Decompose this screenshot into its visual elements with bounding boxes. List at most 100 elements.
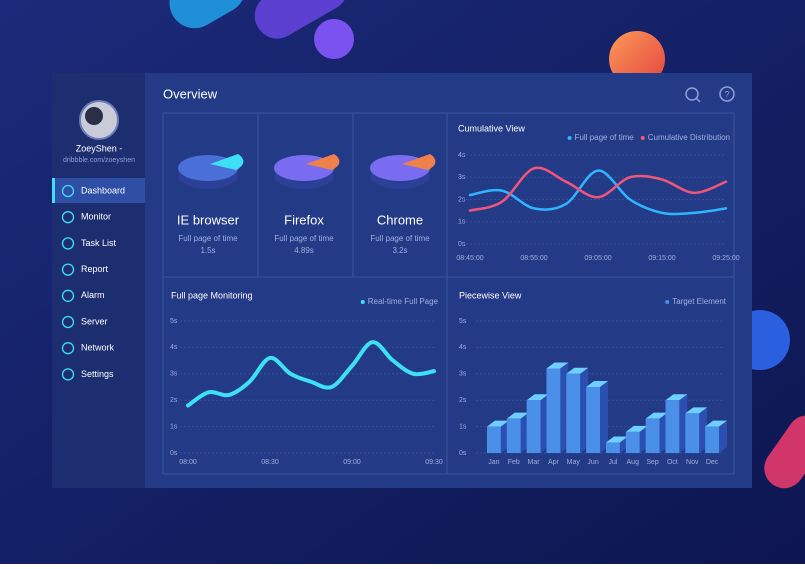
- x-tick-label: 08:00: [179, 459, 197, 466]
- y-tick-label: 1s: [458, 219, 466, 226]
- y-tick-label: 4s: [170, 344, 178, 351]
- x-tick-label: Jun: [587, 459, 598, 466]
- pie-icon-slice: [306, 154, 340, 170]
- profile-link: dribbble.com/zoeyshen: [63, 157, 135, 164]
- browser-value: 4.89s: [294, 246, 314, 255]
- y-tick-label: 2s: [170, 397, 178, 404]
- avatar-shade: [85, 107, 103, 125]
- x-tick-label: 09:05:00: [584, 255, 611, 262]
- nav-item[interactable]: Task List: [81, 238, 117, 248]
- bar: [705, 426, 720, 453]
- bar-top: [546, 362, 569, 369]
- chart-title: Cumulative View: [458, 123, 525, 133]
- nav-icon[interactable]: [61, 289, 75, 302]
- x-tick-label: Oct: [667, 459, 678, 466]
- nav-icon[interactable]: [61, 368, 75, 381]
- legend-swatch: [640, 136, 645, 140]
- x-tick-label: Jan: [488, 459, 499, 466]
- y-tick-label: 2s: [459, 397, 467, 404]
- bar: [645, 418, 660, 453]
- card-borders: [162, 112, 735, 475]
- bar-top: [605, 436, 628, 443]
- line: [468, 169, 728, 216]
- deco: [314, 19, 354, 59]
- bar: [685, 413, 700, 453]
- nav-item[interactable]: Server: [81, 316, 108, 326]
- legend-swatch: [567, 136, 572, 140]
- chart-title: Piecewise View: [459, 290, 522, 300]
- help-icon-mark[interactable]: ?: [724, 89, 729, 99]
- nav-item[interactable]: Monitor: [81, 212, 111, 222]
- page-title: Overview: [163, 86, 218, 101]
- nav-active: [52, 178, 145, 203]
- browser-label: Full page of time: [370, 234, 430, 243]
- y-tick-label: 3s: [459, 371, 467, 378]
- x-tick-label: Aug: [627, 459, 640, 466]
- deco: [764, 415, 805, 489]
- nav-item[interactable]: Network: [81, 343, 115, 353]
- bar: [665, 400, 680, 453]
- nav-icon[interactable]: [61, 211, 75, 224]
- bar-top: [705, 420, 728, 427]
- nav-icon[interactable]: [61, 342, 75, 355]
- pie-icon-slice: [402, 154, 436, 170]
- nav-icon[interactable]: [61, 263, 75, 276]
- line: [186, 340, 436, 408]
- browser-name: IE browser: [177, 212, 240, 227]
- search-icon-handle[interactable]: [695, 97, 701, 103]
- help-icon[interactable]: [719, 86, 735, 102]
- nav-item[interactable]: Report: [81, 264, 109, 274]
- nav-icon[interactable]: [61, 184, 75, 198]
- legend-swatch: [665, 300, 670, 304]
- y-tick-label: 3s: [170, 371, 178, 378]
- x-tick-label: 09:00: [343, 459, 361, 466]
- y-tick-label: 1s: [459, 423, 467, 430]
- browser-name: Firefox: [284, 212, 324, 227]
- x-tick-label: Feb: [508, 459, 520, 466]
- legend-swatch: [360, 300, 365, 304]
- bar-top: [486, 420, 509, 427]
- bar: [506, 418, 521, 453]
- nav-item[interactable]: Settings: [81, 369, 114, 379]
- bar: [566, 373, 581, 453]
- x-tick-label: 09:25:00: [712, 255, 739, 262]
- browser-value: 1.5s: [200, 246, 215, 255]
- legend-label: Real-time Full Page: [368, 297, 439, 306]
- nav-item[interactable]: Dashboard: [81, 185, 125, 195]
- deco: [169, 0, 246, 29]
- y-tick-label: 3s: [458, 174, 466, 181]
- y-tick-label: 4s: [458, 152, 466, 159]
- x-tick-label: Sep: [646, 459, 659, 466]
- x-tick-label: 08:55:00: [520, 255, 547, 262]
- bar-side: [719, 420, 728, 453]
- x-tick-label: Dec: [706, 459, 719, 466]
- y-tick-label: 5s: [170, 318, 178, 325]
- sidebar: [52, 73, 145, 488]
- y-tick-label: 4s: [459, 344, 467, 351]
- browser-label: Full page of time: [274, 234, 334, 243]
- nav-item[interactable]: Alarm: [81, 290, 105, 300]
- bar-side: [600, 381, 609, 453]
- x-tick-label: Jul: [608, 459, 617, 466]
- legend-label: Full page of time: [575, 133, 635, 142]
- y-tick-label: 0s: [170, 450, 178, 457]
- legend-label: Target Element: [672, 297, 727, 306]
- browser-name: Chrome: [377, 212, 423, 227]
- search-icon[interactable]: [685, 87, 699, 101]
- window: [52, 73, 752, 488]
- x-tick-label: May: [567, 459, 581, 466]
- nav-icon[interactable]: [61, 315, 75, 329]
- bar-top: [645, 412, 668, 419]
- bar-top: [526, 394, 549, 401]
- y-tick-label: 2s: [458, 196, 466, 203]
- profile-name: ZoeyShen -: [76, 143, 123, 153]
- legend-label: Cumulative Distribution: [648, 133, 730, 142]
- line: [468, 166, 728, 212]
- pie-icon-slice: [210, 154, 244, 170]
- bar: [586, 387, 601, 453]
- nav-icon[interactable]: [61, 237, 75, 250]
- bar-top: [506, 412, 529, 419]
- x-tick-label: Mar: [528, 459, 541, 466]
- bar: [486, 426, 501, 453]
